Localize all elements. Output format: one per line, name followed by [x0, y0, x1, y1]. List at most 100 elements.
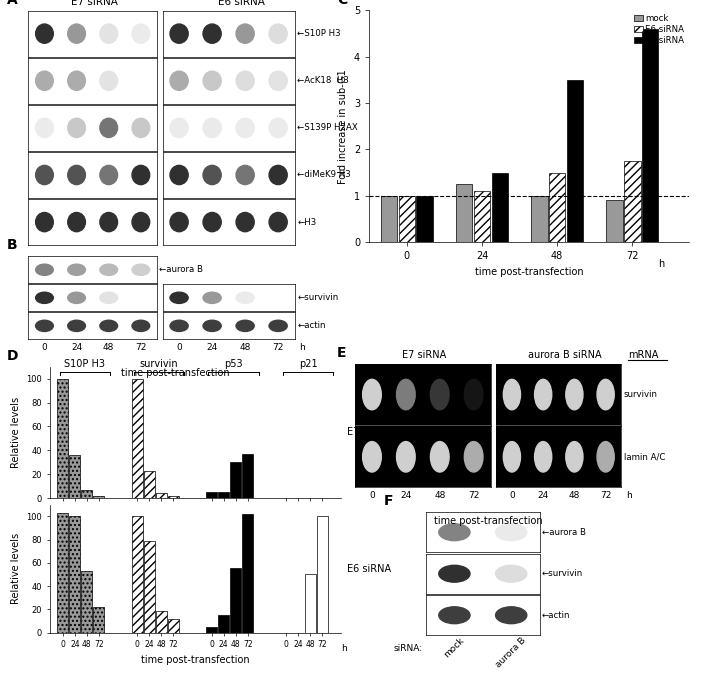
Ellipse shape	[236, 320, 254, 331]
Text: siRNA:: siRNA:	[393, 644, 422, 653]
X-axis label: time post-transfection: time post-transfection	[475, 267, 583, 277]
Y-axis label: Relative levels: Relative levels	[11, 533, 21, 604]
Text: 0: 0	[42, 343, 48, 352]
Bar	[218, 615, 229, 633]
Ellipse shape	[269, 118, 288, 137]
Text: 24: 24	[537, 491, 549, 500]
Bar	[82, 490, 92, 498]
Text: S10P H3: S10P H3	[64, 359, 105, 369]
Ellipse shape	[464, 441, 483, 472]
Ellipse shape	[36, 166, 53, 184]
Bar	[381, 196, 397, 242]
Bar	[168, 495, 179, 498]
Ellipse shape	[203, 213, 222, 232]
Ellipse shape	[67, 320, 85, 331]
Ellipse shape	[236, 118, 254, 137]
Bar	[132, 516, 143, 633]
Bar	[531, 196, 547, 242]
Bar	[58, 379, 68, 498]
Ellipse shape	[535, 441, 552, 472]
Ellipse shape	[36, 71, 53, 90]
Ellipse shape	[430, 441, 449, 472]
Text: ←aurora B: ←aurora B	[542, 528, 586, 537]
Ellipse shape	[170, 213, 188, 232]
Text: F: F	[383, 494, 393, 508]
Text: time post-transfection: time post-transfection	[434, 516, 542, 526]
Text: E6 siRNA: E6 siRNA	[218, 0, 265, 7]
Ellipse shape	[170, 166, 188, 184]
Bar	[82, 571, 92, 633]
Ellipse shape	[269, 166, 288, 184]
Ellipse shape	[503, 441, 520, 472]
Ellipse shape	[67, 213, 85, 232]
Legend: mock, E6 siRNA, E7 siRNA: mock, E6 siRNA, E7 siRNA	[634, 14, 684, 45]
Ellipse shape	[203, 24, 222, 43]
Bar	[624, 161, 640, 242]
Ellipse shape	[132, 166, 150, 184]
Bar	[144, 541, 155, 633]
Text: E7 siRNA: E7 siRNA	[346, 427, 391, 437]
Bar	[230, 462, 241, 498]
Text: p21: p21	[299, 359, 317, 369]
Bar	[474, 191, 490, 242]
Ellipse shape	[269, 71, 288, 90]
Ellipse shape	[67, 118, 85, 137]
Ellipse shape	[67, 264, 85, 275]
Text: A: A	[7, 0, 18, 7]
Ellipse shape	[566, 380, 583, 410]
Ellipse shape	[439, 524, 470, 540]
Ellipse shape	[170, 292, 188, 304]
Ellipse shape	[67, 24, 85, 43]
Text: p53: p53	[224, 359, 243, 369]
Ellipse shape	[100, 320, 118, 331]
Ellipse shape	[236, 71, 254, 90]
Bar	[606, 201, 623, 242]
Text: 48: 48	[434, 491, 445, 500]
Ellipse shape	[439, 607, 470, 624]
Ellipse shape	[236, 24, 254, 43]
Text: 0: 0	[369, 491, 375, 500]
Text: 72: 72	[468, 491, 479, 500]
Bar	[305, 575, 316, 633]
Ellipse shape	[36, 24, 53, 43]
Bar	[70, 516, 80, 633]
Ellipse shape	[236, 213, 254, 232]
Y-axis label: Fold increase in sub-G1: Fold increase in sub-G1	[339, 69, 349, 184]
Bar	[144, 470, 155, 498]
Ellipse shape	[36, 264, 53, 275]
Bar	[398, 196, 415, 242]
Text: ←aurora B: ←aurora B	[160, 265, 204, 275]
Bar	[242, 514, 253, 633]
Bar	[242, 454, 253, 498]
Text: h: h	[341, 644, 346, 653]
Bar	[70, 455, 80, 498]
Ellipse shape	[36, 292, 53, 304]
Ellipse shape	[269, 320, 288, 331]
Text: survivin: survivin	[624, 390, 657, 399]
Text: 24: 24	[400, 491, 412, 500]
Text: E7 siRNA: E7 siRNA	[70, 0, 118, 7]
Text: 48: 48	[569, 491, 580, 500]
Ellipse shape	[203, 320, 222, 331]
Ellipse shape	[203, 118, 222, 137]
Bar	[456, 184, 472, 242]
Text: h: h	[300, 343, 305, 352]
Text: survivin: survivin	[140, 359, 178, 369]
Ellipse shape	[597, 380, 614, 410]
Text: 0: 0	[509, 491, 515, 500]
Ellipse shape	[100, 118, 118, 137]
Ellipse shape	[363, 380, 381, 410]
Bar	[230, 567, 241, 633]
Ellipse shape	[170, 24, 188, 43]
Ellipse shape	[203, 71, 222, 90]
Text: 48: 48	[239, 343, 251, 352]
Bar	[168, 618, 179, 633]
Text: ←S10P H3: ←S10P H3	[297, 29, 341, 38]
Text: lamin A/C: lamin A/C	[624, 452, 665, 461]
Text: ←survivin: ←survivin	[297, 293, 339, 302]
Bar	[132, 379, 143, 498]
Text: E7 siRNA: E7 siRNA	[402, 350, 447, 360]
Bar	[549, 173, 565, 242]
Ellipse shape	[396, 380, 415, 410]
Text: ←actin: ←actin	[297, 321, 326, 330]
